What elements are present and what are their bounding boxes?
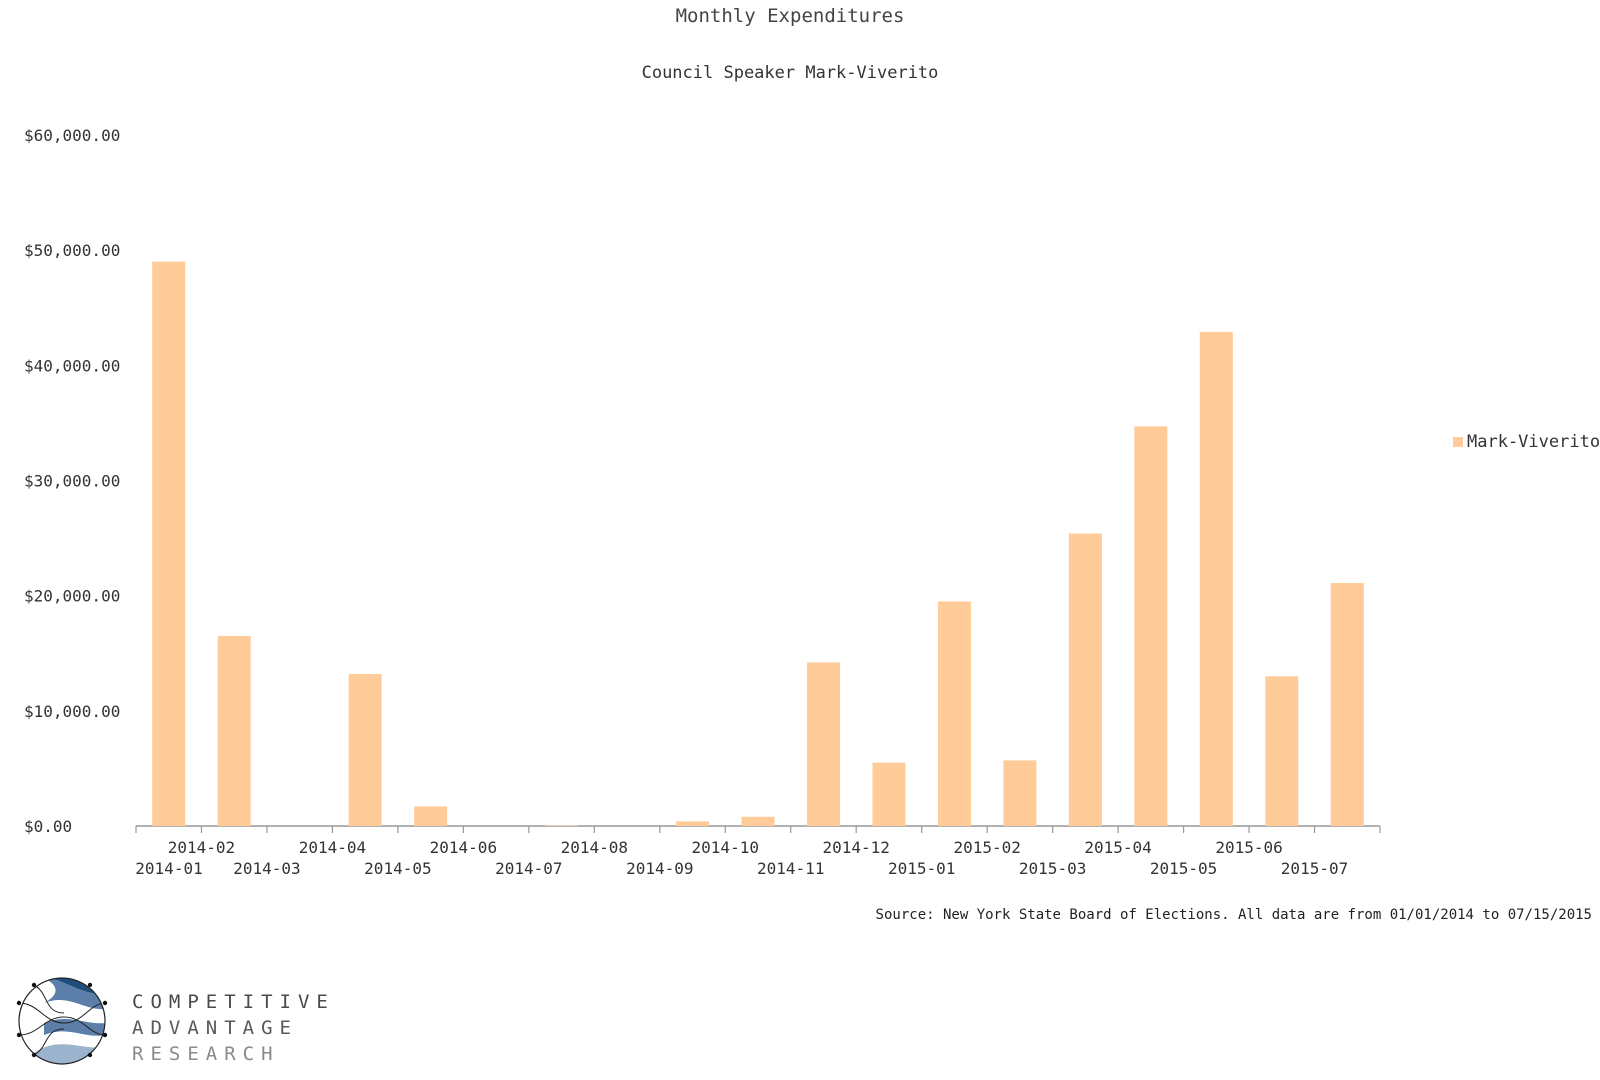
bar-2015-03 xyxy=(1068,533,1102,826)
bar-2014-11 xyxy=(806,662,840,826)
legend-swatch xyxy=(1453,437,1463,447)
bar-2015-01 xyxy=(937,601,971,826)
x-tick-label: 2015-01 xyxy=(888,859,955,878)
y-tick-label: $20,000.00 xyxy=(24,587,120,606)
bar-2014-12 xyxy=(872,762,906,826)
bar-2015-04 xyxy=(1134,426,1168,826)
x-tick-label: 2014-12 xyxy=(822,838,889,857)
x-tick-label: 2014-03 xyxy=(233,859,300,878)
bar-2015-05 xyxy=(1199,331,1233,826)
bar-2014-05 xyxy=(414,806,448,826)
x-tick-label: 2014-06 xyxy=(430,838,497,857)
x-tick-label: 2015-02 xyxy=(953,838,1020,857)
y-tick-label: $10,000.00 xyxy=(24,702,120,721)
bar-2015-06 xyxy=(1265,676,1299,826)
y-axis-labels: $0.00 $10,000.00 $20,000.00 $30,000.00 $40,0… xyxy=(24,126,120,836)
bar-2015-07 xyxy=(1330,582,1364,826)
x-tick-label: 2014-11 xyxy=(757,859,824,878)
bar-2014-09 xyxy=(676,821,710,826)
x-tick-labels: 2014-01 2014-02 2014-03 2014-04 2014-05 2014-… xyxy=(135,838,1348,878)
logo-text-line1: COMPETITIVE xyxy=(132,991,335,1013)
x-tick-label: 2014-07 xyxy=(495,859,562,878)
bar-2014-07 xyxy=(545,825,579,826)
x-tick-label: 2015-07 xyxy=(1281,859,1348,878)
y-tick-label: $50,000.00 xyxy=(24,241,120,260)
x-axis xyxy=(135,825,1381,833)
x-tick-label: 2014-10 xyxy=(692,838,759,857)
y-tick-label: $30,000.00 xyxy=(24,472,120,491)
bar-2014-04 xyxy=(348,673,382,826)
x-tick-label: 2014-02 xyxy=(168,838,235,857)
bar-2014-01 xyxy=(152,261,186,826)
x-tick-label: 2015-04 xyxy=(1084,838,1151,857)
bar-2015-02 xyxy=(1003,760,1037,826)
source-note: Source: New York State Board of Election… xyxy=(876,907,1592,923)
y-tick-label: $0.00 xyxy=(24,817,72,836)
x-tick-label: 2014-08 xyxy=(561,838,628,857)
x-tick-label: 2014-09 xyxy=(626,859,693,878)
x-tick-label: 2014-01 xyxy=(135,859,202,878)
legend: Mark-Viverito xyxy=(1453,432,1600,452)
company-logo: COMPETITIVE ADVANTAGE RESEARCH xyxy=(14,973,354,1069)
y-tick-label: $40,000.00 xyxy=(24,356,120,375)
x-tick-label: 2015-06 xyxy=(1215,838,1282,857)
chart-subtitle: Council Speaker Mark-Viverito xyxy=(642,63,939,83)
logo-text-line2: ADVANTAGE xyxy=(132,1017,298,1039)
chart-title: Monthly Expenditures xyxy=(676,5,905,27)
legend-label: Mark-Viverito xyxy=(1467,432,1600,452)
x-tick-label: 2014-04 xyxy=(299,838,366,857)
bar-2014-10 xyxy=(741,816,775,826)
logo-mark-icon xyxy=(16,977,108,1065)
bar-2014-02 xyxy=(217,635,251,826)
logo-text-line3: RESEARCH xyxy=(132,1043,280,1065)
x-tick-label: 2015-03 xyxy=(1019,859,1086,878)
x-tick-label: 2015-05 xyxy=(1150,859,1217,878)
x-tick-label: 2014-05 xyxy=(364,859,431,878)
y-tick-label: $60,000.00 xyxy=(24,126,120,145)
bars xyxy=(152,261,1364,826)
